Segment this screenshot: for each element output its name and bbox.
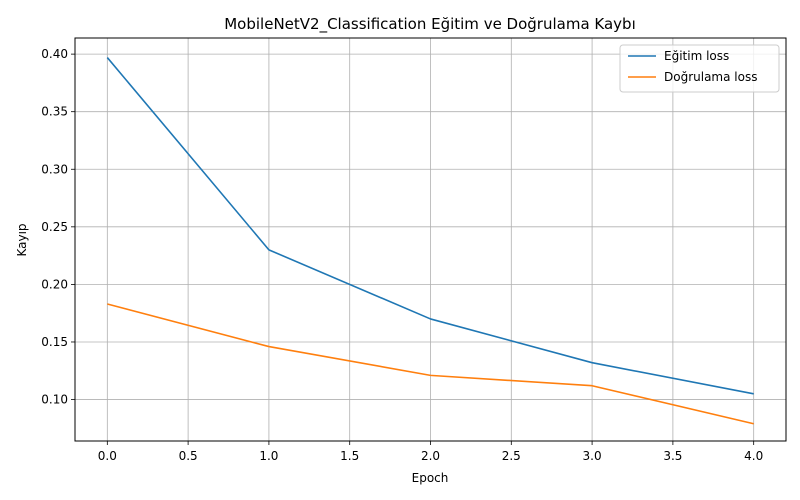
y-tick-label: 0.40 bbox=[41, 47, 68, 61]
y-axis-label: Kayıp bbox=[15, 223, 29, 256]
x-tick-label: 2.0 bbox=[421, 449, 440, 463]
y-tick-label: 0.20 bbox=[41, 277, 68, 291]
x-tick-label: 3.5 bbox=[663, 449, 682, 463]
series-lines bbox=[106, 57, 754, 425]
x-axis-ticks: 0.0 0.5 1.0 1.5 2.0 2.5 3.0 3.5 4.0 bbox=[98, 441, 763, 463]
x-tick-label: 0.5 bbox=[179, 449, 198, 463]
y-tick-label: 0.15 bbox=[41, 335, 68, 349]
x-tick-label: 0.0 bbox=[98, 449, 117, 463]
chart-title: MobileNetV2_Classification Eğitim ve Doğ… bbox=[224, 15, 636, 34]
x-tick-label: 1.5 bbox=[340, 449, 359, 463]
grid bbox=[75, 38, 786, 441]
legend-box bbox=[619, 44, 780, 93]
x-tick-label: 4.0 bbox=[744, 449, 763, 463]
y-tick-label: 0.30 bbox=[41, 162, 68, 176]
y-axis-ticks: 0.10 0.15 0.20 0.25 0.30 0.35 0.40 bbox=[41, 47, 75, 407]
x-tick-label: 1.0 bbox=[259, 449, 278, 463]
x-axis-label: Epoch bbox=[412, 471, 449, 485]
y-tick-label: 0.10 bbox=[41, 393, 68, 407]
x-tick-label: 3.0 bbox=[583, 449, 602, 463]
legend: Eğitim loss Doğrulama loss bbox=[619, 44, 780, 93]
legend-label-egitim: Eğitim loss bbox=[664, 49, 729, 63]
y-tick-label: 0.25 bbox=[41, 220, 68, 234]
x-tick-label: 2.5 bbox=[502, 449, 521, 463]
y-tick-label: 0.35 bbox=[41, 105, 68, 119]
legend-label-dogrulama: Doğrulama loss bbox=[664, 70, 757, 84]
